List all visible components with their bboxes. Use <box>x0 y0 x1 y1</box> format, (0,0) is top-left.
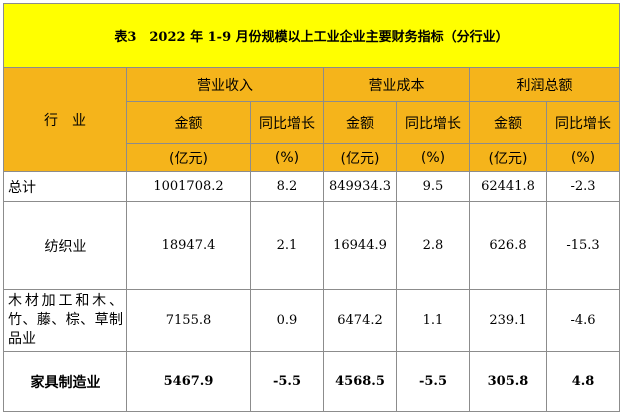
table-row: 家具制造业 5467.9 -5.5 4568.5 -5.5 305.8 4.8 <box>3 351 620 412</box>
profit-yoy-header: 同比增长 <box>546 101 620 144</box>
profit-amount-header: 金额 <box>469 101 547 144</box>
profit-value: 305.8 <box>469 351 547 412</box>
revenue-value: 7155.8 <box>126 289 251 352</box>
profit-yoy-value: -2.3 <box>546 171 620 202</box>
cost-unit: (亿元) <box>323 143 397 172</box>
cost-yoy-unit: (%) <box>396 143 470 172</box>
revenue-amount-header: 金额 <box>126 101 251 144</box>
revenue-yoy-value: 2.1 <box>250 201 324 290</box>
table-row: 纺织业 18947.4 2.1 16944.9 2.8 626.8 -15.3 <box>3 201 620 290</box>
cost-amount-header: 金额 <box>323 101 397 144</box>
revenue-value: 18947.4 <box>126 201 251 290</box>
row-name: 木材加工和木、竹、藤、棕、草制品业 <box>3 289 127 352</box>
cost-value: 849934.3 <box>323 171 397 202</box>
profit-yoy-value: -4.6 <box>546 289 620 352</box>
profit-yoy-unit: (%) <box>546 143 620 172</box>
row-name: 纺织业 <box>3 201 127 290</box>
profit-header: 利润总额 <box>469 67 620 102</box>
profit-value: 626.8 <box>469 201 547 290</box>
profit-value: 62441.8 <box>469 171 547 202</box>
revenue-yoy-value: 0.9 <box>250 289 324 352</box>
profit-unit: (亿元) <box>469 143 547 172</box>
revenue-yoy-value: -5.5 <box>250 351 324 412</box>
cost-yoy-value: -5.5 <box>396 351 470 412</box>
profit-yoy-value: -15.3 <box>546 201 620 290</box>
cost-value: 6474.2 <box>323 289 397 352</box>
cost-yoy-value: 9.5 <box>396 171 470 202</box>
revenue-value: 1001708.2 <box>126 171 251 202</box>
financial-table-container: 表3 2022 年 1-9 月份规模以上工业企业主要财务指标（分行业） 行 业 … <box>3 3 620 412</box>
profit-yoy-value: 4.8 <box>546 351 620 412</box>
revenue-yoy-header: 同比增长 <box>250 101 324 144</box>
cost-header: 营业成本 <box>323 67 470 102</box>
revenue-unit: (亿元) <box>126 143 251 172</box>
revenue-yoy-unit: (%) <box>250 143 324 172</box>
row-name: 家具制造业 <box>3 351 127 412</box>
revenue-header: 营业收入 <box>126 67 324 102</box>
cost-yoy-value: 1.1 <box>396 289 470 352</box>
table-title: 表3 2022 年 1-9 月份规模以上工业企业主要财务指标（分行业） <box>3 3 620 68</box>
industry-header: 行 业 <box>3 67 127 172</box>
financial-indicators-table: 表3 2022 年 1-9 月份规模以上工业企业主要财务指标（分行业） 行 业 … <box>3 3 620 412</box>
table-row: 总计 1001708.2 8.2 849934.3 9.5 62441.8 -2… <box>3 171 620 202</box>
revenue-value: 5467.9 <box>126 351 251 412</box>
profit-value: 239.1 <box>469 289 547 352</box>
cost-value: 16944.9 <box>323 201 397 290</box>
cost-yoy-header: 同比增长 <box>396 101 470 144</box>
revenue-yoy-value: 8.2 <box>250 171 324 202</box>
cost-value: 4568.5 <box>323 351 397 412</box>
cost-yoy-value: 2.8 <box>396 201 470 290</box>
table-row: 木材加工和木、竹、藤、棕、草制品业 7155.8 0.9 6474.2 1.1 … <box>3 289 620 352</box>
row-name: 总计 <box>3 171 127 202</box>
